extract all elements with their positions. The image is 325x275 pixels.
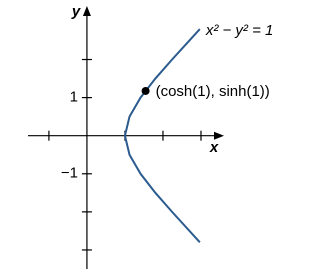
curve	[123, 28, 201, 244]
y-axis-arrow	[82, 6, 91, 16]
x-axis-arrow	[214, 131, 224, 140]
y-tick-label: −1	[61, 165, 78, 182]
y-axis-label: y	[71, 3, 81, 20]
curve-label: x² − y² = 1	[205, 22, 274, 39]
point-label: (cosh(1), sinh(1))	[156, 83, 270, 100]
point	[141, 86, 150, 95]
y-tick-label: 1	[70, 89, 78, 106]
x-axis-label: x	[209, 139, 219, 156]
